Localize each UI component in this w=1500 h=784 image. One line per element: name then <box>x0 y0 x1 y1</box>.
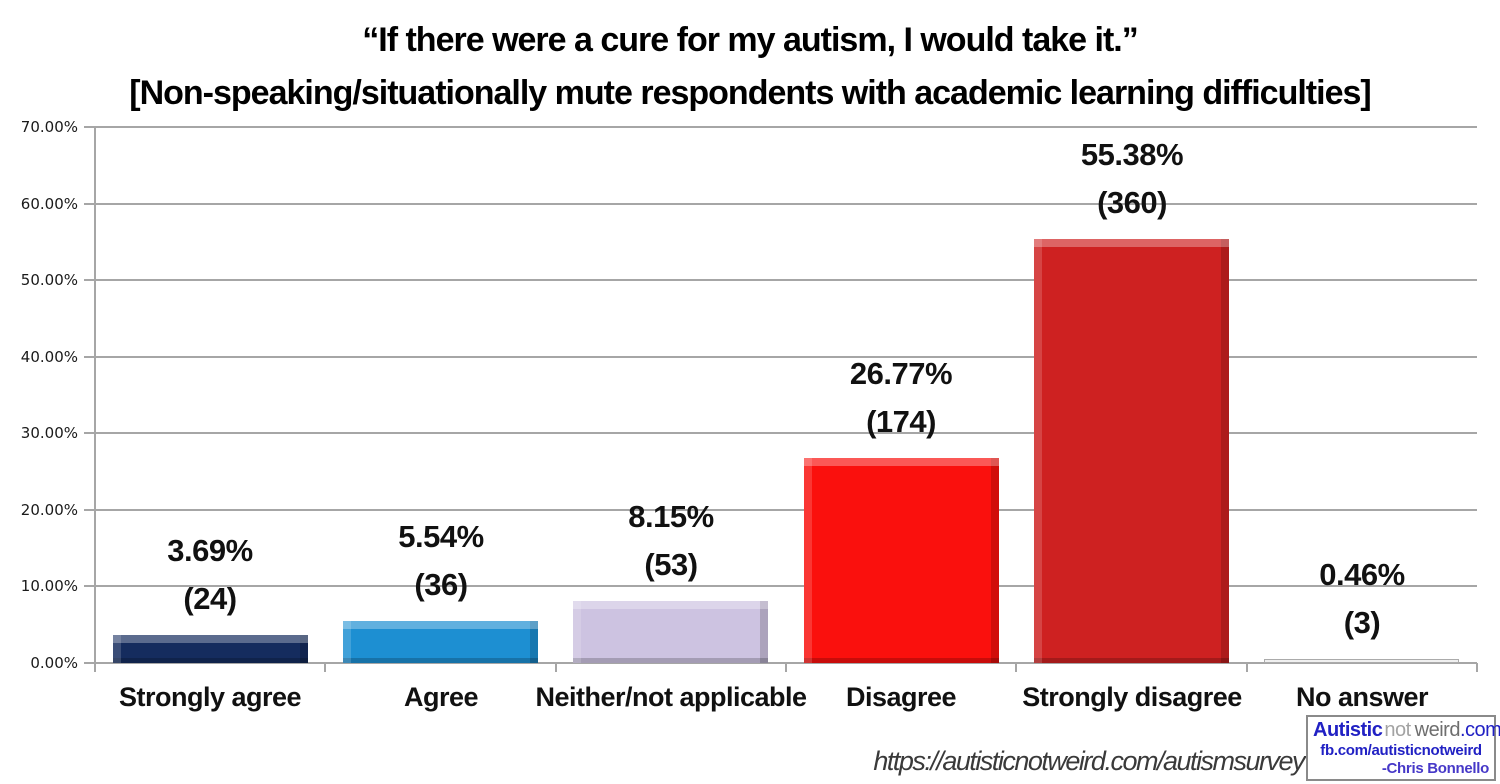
data-label-count: (36) <box>414 566 468 602</box>
gridline-30 <box>95 432 1477 435</box>
gridline-50 <box>95 279 1477 282</box>
data-label-strongly-agree: 3.69% (24) <box>70 527 350 623</box>
author-credit: -Chris Bonnello <box>1381 760 1489 777</box>
data-label-percent: 55.38% <box>1080 136 1184 172</box>
category-label-neither-not-applicable: Neither/not applicable <box>535 682 807 712</box>
x-axis-tick-4 <box>1015 663 1018 672</box>
category-label-strongly-disagree: Strongly disagree <box>1022 682 1242 712</box>
brand-word-com: .com <box>1459 719 1500 741</box>
brand-word-not: not <box>1384 719 1411 741</box>
y-axis-label-0: 0.00% <box>30 654 78 672</box>
brand-word-autistic: Autistic <box>1313 719 1383 741</box>
brand-word-weird: weird <box>1414 719 1461 741</box>
y-axis-label-50: 50.00% <box>20 271 78 290</box>
y-axis-tick-60 <box>84 202 95 205</box>
x-axis-tick-5 <box>1245 663 1248 672</box>
y-axis-tick-30 <box>84 432 95 435</box>
gridline-70 <box>95 126 1477 128</box>
data-label-percent: 26.77% <box>849 355 953 391</box>
plot-area <box>84 126 1478 672</box>
chart-title-line1: “If there were a cure for my autism, I w… <box>362 21 1138 59</box>
y-axis-tick-50 <box>84 279 95 282</box>
y-axis-label-10: 10.00% <box>20 577 78 596</box>
chart-title-line2: [Non-speaking/situationally mute respond… <box>129 74 1371 113</box>
chart-title: “If there were a cure for my autism, I w… <box>0 14 1500 120</box>
bar-no-answer <box>1264 659 1459 663</box>
bar-disagree <box>804 458 999 663</box>
gridline-20 <box>95 508 1477 511</box>
data-label-count: (24) <box>183 580 237 616</box>
data-label-neither-not-applicable: 8.15% (53) <box>531 493 811 589</box>
data-label-count: (360) <box>1097 184 1167 220</box>
y-axis-tick-10 <box>84 585 95 588</box>
data-label-percent: 8.15% <box>628 498 714 534</box>
bar-agree <box>343 621 538 663</box>
y-axis-label-60: 60.00% <box>20 194 78 213</box>
data-label-percent: 5.54% <box>398 518 484 554</box>
bar-strongly-disagree <box>1034 239 1229 663</box>
category-label-no-answer: No answer <box>1295 682 1429 712</box>
y-axis-tick-20 <box>84 508 95 511</box>
data-label-strongly-disagree: 55.38% (360) <box>992 131 1272 227</box>
y-axis-label-20: 20.00% <box>20 500 78 519</box>
data-label-percent: 0.46% <box>1319 556 1405 592</box>
bar-neither-not-applicable <box>573 601 768 663</box>
data-label-disagree: 26.77% (174) <box>761 350 1041 446</box>
y-axis-label-70: 70.00% <box>20 118 78 136</box>
y-axis-tick-0 <box>84 662 95 664</box>
category-label-strongly-agree: Strongly agree <box>118 682 302 712</box>
x-axis-tick-0 <box>94 663 96 672</box>
data-label-count: (3) <box>1343 604 1381 640</box>
data-label-count: (174) <box>866 403 936 439</box>
x-axis-tick-2 <box>554 663 557 672</box>
gridline-60 <box>95 202 1477 205</box>
y-axis-label-30: 30.00% <box>20 424 78 443</box>
y-axis-tick-70 <box>84 126 95 128</box>
category-label-agree: Agree <box>403 682 479 712</box>
gridline-40 <box>95 355 1477 358</box>
x-axis-tick-3 <box>785 663 787 672</box>
gridline-10 <box>95 585 1477 588</box>
x-axis-tick-1 <box>324 663 327 672</box>
source-url: https://autisticnotweird.com/autismsurve… <box>873 746 1305 776</box>
data-label-agree: 5.54% (36) <box>301 513 581 609</box>
x-axis-tick-6 <box>1476 663 1478 672</box>
facebook-handle: fb.com/autisticnotweird <box>1320 742 1482 759</box>
bar-strongly-agree <box>113 635 308 663</box>
category-label-disagree: Disagree <box>845 682 957 712</box>
y-axis-tick-40 <box>84 355 95 358</box>
data-label-count: (53) <box>644 546 698 582</box>
y-axis-line <box>94 127 96 672</box>
y-axis-label-40: 40.00% <box>20 347 78 366</box>
brand-logo-wordmark: Autistic not weird.com <box>1313 719 1500 742</box>
brand-logo: Autistic not weird.com fb.com/autisticnotw… <box>1306 715 1500 781</box>
data-label-no-answer: 0.46% (3) <box>1222 551 1500 647</box>
data-label-percent: 3.69% <box>167 532 253 568</box>
